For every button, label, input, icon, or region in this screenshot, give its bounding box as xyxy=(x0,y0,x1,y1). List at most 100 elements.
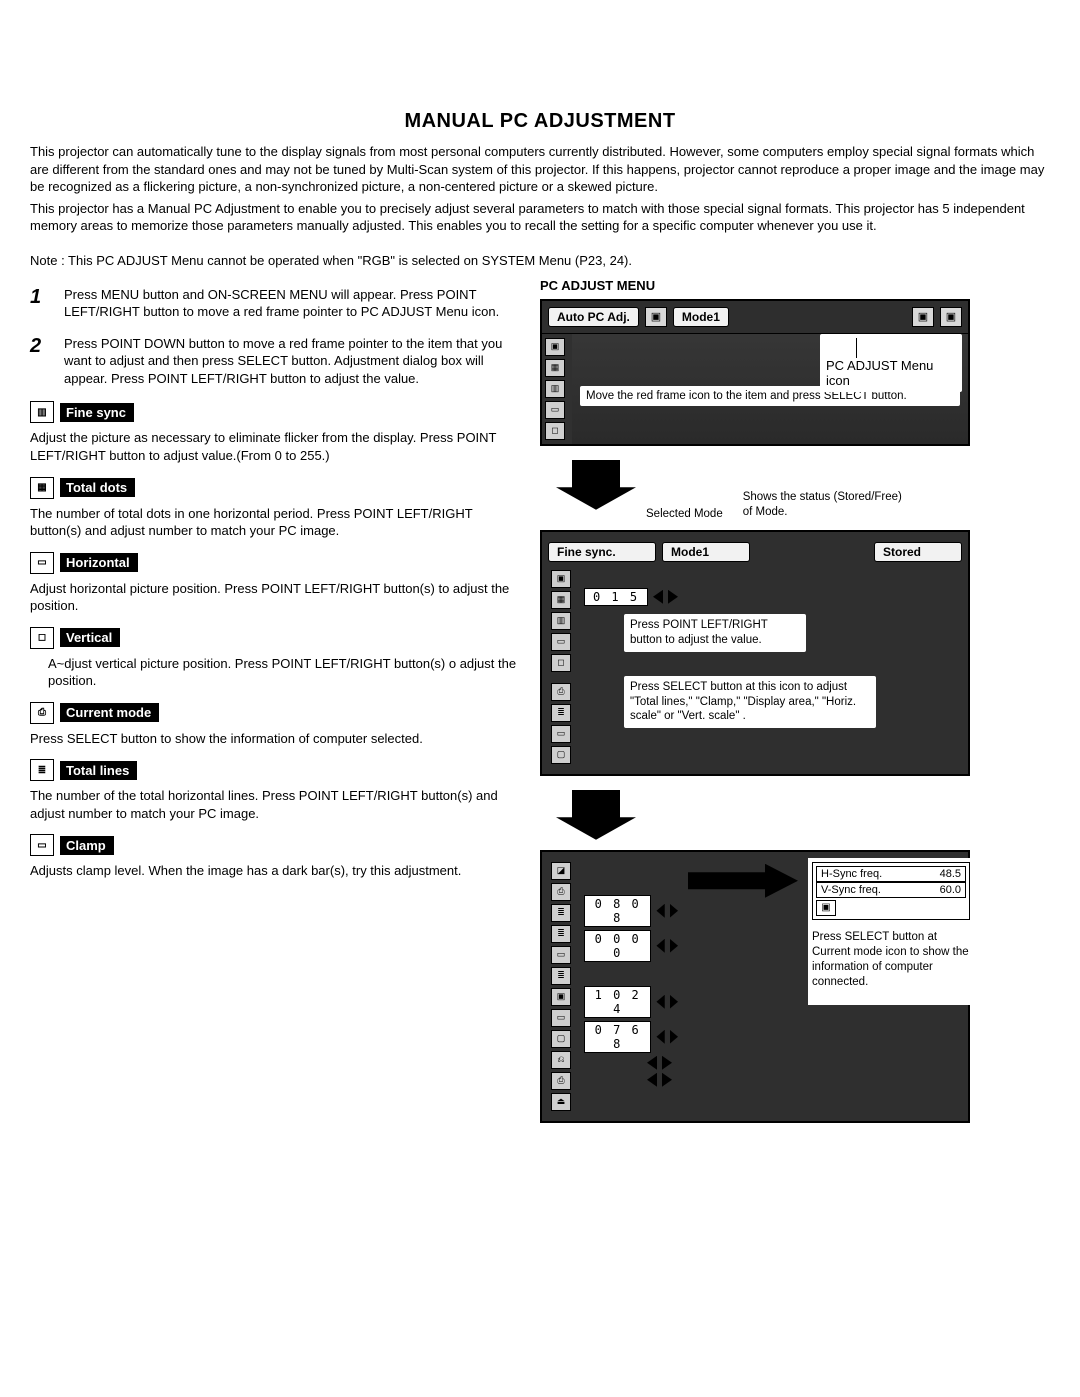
current-mode-label: Current mode xyxy=(60,703,159,722)
close-box-icon: ▣ xyxy=(816,900,836,916)
clamp-icon: ▭ xyxy=(30,834,54,856)
horizontal-body: Adjust horizontal picture position. Pres… xyxy=(30,580,520,615)
current-mode-icon: ⎙ xyxy=(30,702,54,724)
total-lines-label: Total lines xyxy=(60,761,137,780)
side-icon: ▭ xyxy=(551,946,571,964)
selected-mode-label: Selected Mode xyxy=(646,508,723,520)
side-icon: ▢ xyxy=(551,1030,571,1048)
fine-sync-icon: ▥ xyxy=(30,401,54,423)
side-icon: ⏏ xyxy=(551,1093,571,1111)
vertical-icon: ◻ xyxy=(30,627,54,649)
intro-paragraph-1: This projector can automatically tune to… xyxy=(30,143,1050,196)
side-icon: ▭ xyxy=(551,633,571,651)
osd-topbar-right-icon-1: ▣ xyxy=(912,307,934,327)
horizontal-label: Horizontal xyxy=(60,553,138,572)
total-lines-body: The number of the total horizontal lines… xyxy=(30,787,520,822)
left-arrow-icon xyxy=(656,939,664,953)
pc-adjust-menu-heading: PC ADJUST MENU xyxy=(540,278,1050,293)
step-number-1: 1 xyxy=(30,286,50,321)
side-icon: ≣ xyxy=(551,704,571,722)
current-mode-body: Press SELECT button to show the informat… xyxy=(30,730,520,748)
section-total-dots: ▦ Total dots The number of total dots in… xyxy=(30,477,520,540)
right-arrow-icon xyxy=(662,1056,672,1070)
side-icon: ▥ xyxy=(545,380,565,398)
side-icon: ≣ xyxy=(551,967,571,985)
fine-sync-body: Adjust the picture as necessary to elimi… xyxy=(30,429,520,464)
fine-sync-pill: Fine sync. xyxy=(548,542,656,562)
mode1-pill: Mode1 xyxy=(673,307,729,327)
value-0000: 0 0 0 0 xyxy=(584,930,651,962)
osd-side-icons: ▣ ▦ ▥ ▭ ◻ xyxy=(542,334,572,444)
section-clamp: ▭ Clamp Adjusts clamp level. When the im… xyxy=(30,834,520,880)
auto-pc-adj-pill: Auto PC Adj. xyxy=(548,307,639,327)
side-icon: ⎙ xyxy=(551,883,571,901)
pc-adjust-icon-label: PC ADJUST Menu icon xyxy=(826,358,933,388)
side-icon: ⎌ xyxy=(551,1051,571,1069)
section-horizontal: ▭ Horizontal Adjust horizontal picture p… xyxy=(30,552,520,615)
mode1-pill-2: Mode1 xyxy=(662,542,750,562)
osd-menu-middle: Fine sync. Mode1 Stored ▣ ▦ ▥ ▭ ◻ ⎙ ≣ ▭ … xyxy=(540,530,970,776)
side-icon: ▦ xyxy=(551,591,571,609)
right-arrow-icon xyxy=(670,995,678,1009)
side-icon: ▥ xyxy=(551,612,571,630)
section-current-mode: ⎙ Current mode Press SELECT button to sh… xyxy=(30,702,520,748)
side-icon: ▭ xyxy=(551,725,571,743)
left-arrow-icon xyxy=(656,995,664,1009)
step-text-1: Press MENU button and ON-SCREEN MENU wil… xyxy=(64,286,520,321)
step-2: 2 Press POINT DOWN button to move a red … xyxy=(30,335,520,388)
value-0808: 0 8 0 8 xyxy=(584,895,651,927)
horizontal-icon: ▭ xyxy=(30,552,54,574)
osd-menu-bottom: ◪ ⎙ ≣ ≣ ▭ ≣ ▣ ▭ ▢ ⎌ ⎙ ⏏ 0 8 0 8 0 0 0 0 xyxy=(540,850,970,1123)
step-text-2: Press POINT DOWN button to move a red fr… xyxy=(64,335,520,388)
side-icon: ▦ xyxy=(545,359,565,377)
step-1: 1 Press MENU button and ON-SCREEN MENU w… xyxy=(30,286,520,321)
status-callout: Shows the status (Stored/Free) of Mode. xyxy=(743,490,913,520)
value-015: 0 1 5 xyxy=(584,588,648,606)
section-total-lines: ≣ Total lines The number of the total ho… xyxy=(30,759,520,822)
right-arrow-icon xyxy=(670,1030,678,1044)
total-lines-icon: ≣ xyxy=(30,759,54,781)
side-icon: ≣ xyxy=(551,904,571,922)
value-0768: 0 7 6 8 xyxy=(584,1021,651,1053)
clamp-body: Adjusts clamp level. When the image has … xyxy=(30,862,520,880)
side-icon: ▢ xyxy=(551,746,571,764)
down-arrow-icon xyxy=(556,460,636,510)
left-arrow-icon xyxy=(647,1073,657,1087)
hsync-label: H-Sync freq. xyxy=(821,868,882,880)
side-icon: ⎙ xyxy=(551,683,571,701)
right-arrow-icon xyxy=(670,904,678,918)
side-icon: ≣ xyxy=(551,925,571,943)
side-icon: ◻ xyxy=(545,422,565,440)
left-arrow-icon xyxy=(647,1056,657,1070)
note-text: Note : This PC ADJUST Menu cannot be ope… xyxy=(30,253,1050,268)
vertical-label: Vertical xyxy=(60,628,120,647)
stored-pill: Stored xyxy=(874,542,962,562)
left-arrow-icon xyxy=(653,590,663,604)
right-arrow-icon xyxy=(668,590,678,604)
step-number-2: 2 xyxy=(30,335,50,388)
page-title: MANUAL PC ADJUSTMENT xyxy=(30,110,1050,133)
down-arrow-icon xyxy=(556,790,636,840)
side-icon: ▣ xyxy=(545,338,565,356)
side-icon: ▣ xyxy=(551,988,571,1006)
right-arrow-icon xyxy=(670,939,678,953)
vertical-body: A~djust vertical picture position. Press… xyxy=(30,655,520,690)
fine-sync-label: Fine sync xyxy=(60,403,134,422)
clamp-label: Clamp xyxy=(60,836,114,855)
left-arrow-icon xyxy=(656,1030,664,1044)
right-column: PC ADJUST MENU Auto PC Adj. ▣ Mode1 ▣ ▣ … xyxy=(540,278,1050,1123)
total-dots-body: The number of total dots in one horizont… xyxy=(30,505,520,540)
left-column: 1 Press MENU button and ON-SCREEN MENU w… xyxy=(30,278,520,1123)
side-icon: ▭ xyxy=(545,401,565,419)
section-vertical: ◻ Vertical A~djust vertical picture posi… xyxy=(30,627,520,690)
left-arrow-icon xyxy=(656,904,664,918)
osd-topbar-right-icon-2: ▣ xyxy=(940,307,962,327)
side-icon: ◪ xyxy=(551,862,571,880)
vsync-label: V-Sync freq. xyxy=(821,884,881,896)
current-mode-callout: Press SELECT button at Current mode icon… xyxy=(812,930,970,990)
sync-freq-box: H-Sync freq.48.5 V-Sync freq.60.0 ▣ xyxy=(812,862,970,920)
lr-callout: Press POINT LEFT/RIGHT button to adjust … xyxy=(624,614,806,652)
total-dots-icon: ▦ xyxy=(30,477,54,499)
osd-topbar-icon: ▣ xyxy=(645,307,667,327)
side-icon: ⎙ xyxy=(551,1072,571,1090)
